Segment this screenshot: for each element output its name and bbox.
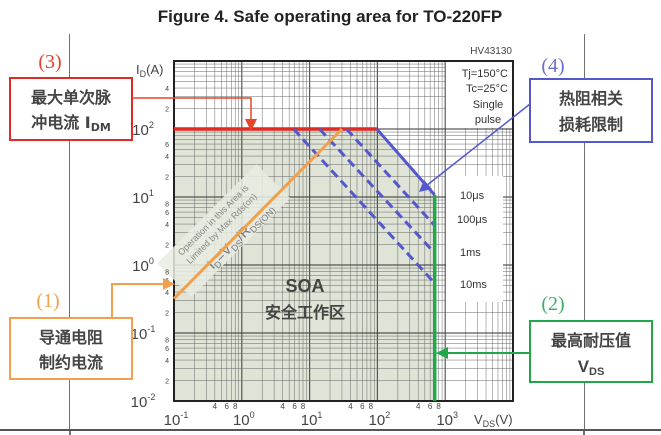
x-minor-tick-label: 6	[292, 402, 297, 411]
y-minor-tick-label: 4	[165, 86, 169, 93]
annotation-4-line1: 热阻相关	[559, 89, 623, 108]
y-minor-tick-label: 2	[165, 379, 169, 386]
y-axis-label: ID(A)	[136, 62, 163, 79]
x-minor-tick-label: 8	[233, 402, 238, 411]
y-minor-tick-label: 6	[165, 346, 169, 353]
annotation-3-line2: 冲电流 IDM	[31, 113, 111, 134]
annotation-2-arrowhead	[436, 347, 448, 359]
y-minor-tick-label: 4	[165, 222, 169, 229]
series-line-rds-on-limit	[172, 127, 344, 300]
label-10ms: 10ms	[460, 279, 487, 291]
conditions-box	[446, 62, 512, 128]
annotation-2-number: (2)	[541, 293, 564, 315]
x-tick-label: 102	[369, 410, 391, 429]
x-tick-label: 103	[436, 410, 458, 429]
annotation-1-box	[9, 317, 133, 380]
x-minor-tick-label: 8	[301, 402, 306, 411]
condition-tc: Tc=25°C	[466, 83, 508, 95]
x-minor-tick-label: 4	[280, 402, 285, 411]
condition-pulse: pulse	[475, 114, 501, 126]
figure-title: Figure 4. Safe operating area for TO-220…	[158, 7, 503, 26]
annotation-2-line2: VDS	[578, 357, 605, 378]
label-1ms: 1ms	[460, 247, 481, 259]
y-tick-label: 102	[132, 120, 154, 139]
annotation-4-box	[529, 78, 653, 143]
plot-border	[173, 60, 514, 402]
y-minor-tick-label: 8	[165, 270, 169, 277]
annotation-2-line1: 最高耐压值	[551, 331, 631, 350]
annotation-3-box	[9, 77, 133, 141]
x-minor-tick-label: 6	[225, 402, 230, 411]
y-minor-tick-label: 2	[165, 243, 169, 250]
series-line-100μs	[345, 127, 436, 227]
condition-single: Single	[473, 99, 504, 111]
annotation-4-number: (4)	[541, 55, 564, 77]
y-minor-tick-label: 2	[165, 175, 169, 182]
y-minor-tick-label: 8	[165, 202, 169, 209]
annotation-1: (1) 导通电阻 制约电流	[9, 278, 175, 380]
annotation-4-arrow	[425, 103, 531, 187]
annotation-1-number: (1)	[36, 290, 59, 312]
x-minor-tick-label: 6	[360, 402, 365, 411]
annotation-3-line1: 最大单次脉	[31, 88, 112, 107]
label-100us: 100μs	[457, 214, 488, 226]
x-axis-label: VDS(V)	[474, 412, 513, 429]
soa-label-cn: 安全工作区	[265, 303, 345, 322]
annotation-4-line2: 损耗限制	[559, 115, 623, 134]
y-tick-label: 101	[132, 188, 154, 207]
annotation-2: (2) 最高耐压值 VDS	[436, 293, 653, 383]
part-number: HV43130	[470, 46, 512, 57]
annotation-3-arrowhead	[245, 119, 257, 131]
annotation-2-box	[529, 320, 653, 383]
x-minor-tick-label: 4	[416, 402, 421, 411]
condition-tj: Tj=150°C	[462, 68, 508, 80]
y-minor-tick-label: 6	[165, 142, 169, 149]
annotation-3: (3) 最大单次脉 冲电流 IDM	[9, 51, 257, 141]
annotation-1-arrow	[111, 283, 166, 318]
x-minor-tick-label: 8	[436, 402, 441, 411]
y-tick-label: 100	[132, 256, 154, 275]
y-minor-tick-label: 4	[165, 154, 169, 161]
annotation-4-arrowhead	[419, 180, 432, 192]
label-10us: 10μs	[460, 190, 485, 202]
rds-note-band	[157, 164, 291, 298]
soa-label: SOA	[285, 276, 324, 296]
annotation-3-number: (3)	[38, 51, 61, 73]
x-tick-label: 100	[233, 410, 255, 429]
y-minor-tick-label: 8	[165, 338, 169, 345]
y-minor-tick-label: 2	[165, 311, 169, 318]
annotation-3-arrow	[132, 97, 252, 122]
y-minor-tick-label: 6	[165, 210, 169, 217]
annotation-4: (4) 热阻相关 损耗限制	[419, 55, 653, 192]
x-minor-tick-label: 4	[213, 402, 218, 411]
x-minor-tick-label: 8	[369, 402, 374, 411]
annotation-1-line2: 制约电流	[39, 353, 103, 372]
x-tick-label: 101	[301, 410, 323, 429]
x-minor-tick-label: 4	[348, 402, 353, 411]
x-minor-tick-label: 6	[428, 402, 433, 411]
y-minor-tick-label: 2	[165, 107, 169, 114]
annotation-1-arrowhead	[163, 278, 175, 290]
y-minor-tick-label: 4	[165, 290, 169, 297]
annotation-1-line1: 导通电阻	[39, 328, 103, 347]
series-line-1ms	[318, 127, 436, 255]
pulse-label-box	[446, 176, 503, 302]
y-minor-tick-label: 4	[165, 358, 169, 365]
